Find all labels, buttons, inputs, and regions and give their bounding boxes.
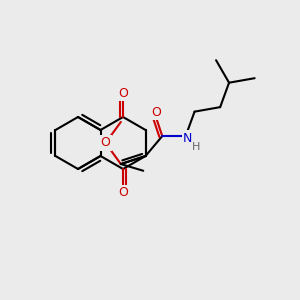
Text: O: O	[118, 186, 128, 199]
Text: H: H	[192, 142, 200, 152]
Text: O: O	[100, 136, 110, 149]
Text: O: O	[118, 87, 128, 100]
Text: N: N	[183, 132, 192, 145]
Text: O: O	[152, 106, 161, 119]
